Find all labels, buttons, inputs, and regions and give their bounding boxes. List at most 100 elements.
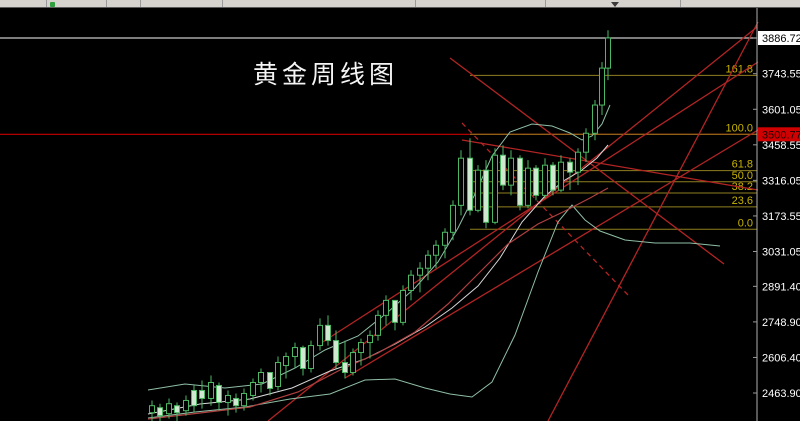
candlestick: [166, 403, 172, 415]
price-axis-label: 3316.05: [762, 175, 800, 187]
candlestick: [375, 314, 381, 336]
price-flag-label: 3886.72: [762, 33, 800, 45]
candlestick: [525, 167, 531, 206]
trend-line: [449, 57, 725, 265]
fib-label: 23.6: [732, 195, 753, 207]
trend-line: [547, 21, 759, 421]
candlestick: [233, 397, 239, 407]
chart-dropdown-arrow-icon[interactable]: [611, 2, 619, 7]
price-flag: [758, 127, 800, 142]
candlestick: [275, 362, 281, 387]
candlestick: [475, 169, 481, 211]
price-axis-label: 3601.05: [762, 104, 800, 116]
candlestick: [258, 372, 264, 383]
price-axis-label: 2606.40: [762, 352, 800, 364]
candlestick: [425, 254, 431, 269]
price-axis-label: 3031.05: [762, 246, 800, 258]
indicator-dot-icon[interactable]: [50, 2, 55, 7]
candlestick: [241, 392, 247, 407]
candlestick: [417, 267, 423, 276]
candlestick: [442, 231, 448, 246]
candlestick: [157, 407, 163, 417]
toolbar-separator: [140, 0, 141, 7]
bb_upper-line: [147, 104, 611, 391]
candlestick: [149, 405, 155, 414]
candlestick: [542, 164, 548, 196]
candlestick: [283, 356, 289, 367]
toolbar-separator: [545, 0, 546, 7]
candlestick: [174, 405, 180, 414]
candlestick: [575, 151, 581, 173]
candlestick: [517, 157, 523, 206]
candlestick: [300, 347, 306, 370]
candlestick: [605, 37, 611, 69]
price-axis-label: 2463.90: [762, 388, 800, 400]
chart-area[interactable]: 161.8100.061.850.038.223.60.03886.723743…: [0, 7, 800, 421]
candlestick: [199, 389, 205, 399]
candlestick: [400, 289, 406, 323]
fib-label: 0.0: [738, 217, 753, 229]
candlestick: [350, 352, 356, 374]
fib-label: 100.0: [725, 122, 753, 134]
toolbar[interactable]: [0, 0, 800, 8]
candlestick: [500, 154, 506, 186]
candlestick: [292, 347, 298, 358]
bb_lower-line: [147, 204, 721, 419]
toolbar-separator: [415, 0, 416, 7]
trend-line: [461, 139, 759, 191]
price-axis-label: 3173.55: [762, 211, 800, 223]
candlestick: [392, 299, 398, 323]
candlestick: [567, 161, 573, 173]
trend-line: [267, 26, 758, 421]
candlestick: [367, 334, 373, 344]
price-axis-label: 2891.40: [762, 281, 800, 293]
candlestick: [408, 274, 414, 291]
candlestick: [358, 342, 364, 354]
candlestick: [225, 394, 231, 403]
toolbar-separator: [222, 0, 223, 7]
chart-title: 黄金周线图: [253, 60, 399, 89]
candlestick: [592, 104, 598, 134]
fib-label: 61.8: [732, 159, 753, 171]
ma_red-line: [147, 187, 609, 420]
candlestick: [467, 157, 473, 211]
candlestick: [433, 244, 439, 256]
candlestick: [208, 381, 214, 399]
candlestick: [183, 399, 189, 412]
price-flag: [758, 31, 800, 45]
candlestick: [492, 154, 498, 223]
trend-line: [344, 129, 759, 379]
candlestick: [216, 384, 222, 403]
candlestick: [267, 372, 273, 389]
candlestick: [317, 324, 323, 347]
candlestick: [383, 299, 389, 316]
fib-label: 50.0: [732, 170, 753, 182]
toolbar-separator: [46, 0, 47, 7]
price-axis-label: 3458.55: [762, 140, 800, 152]
candlestick: [583, 132, 589, 153]
price-axis-label: 3743.55: [762, 69, 800, 81]
trend-line: [461, 122, 629, 296]
toolbar-separator: [680, 0, 681, 7]
candlestick: [325, 324, 331, 342]
bb_mid-line: [147, 144, 609, 415]
price-axis-label: 2748.90: [762, 317, 800, 329]
candlestick: [558, 161, 564, 191]
candlestick: [450, 204, 456, 233]
price-flag-label: 3500.77: [762, 129, 800, 141]
toolbar-separator: [106, 0, 107, 7]
fib-label: 161.8: [725, 63, 753, 75]
candlestick: [508, 157, 514, 186]
candlestick: [483, 169, 489, 223]
candlestick: [191, 389, 197, 407]
candlestick: [533, 167, 539, 196]
candlestick: [599, 67, 605, 106]
candlestick: [458, 157, 464, 206]
candlestick: [308, 345, 314, 370]
candlestick-chart-canvas[interactable]: 161.8100.061.850.038.223.60.03886.723743…: [0, 7, 800, 421]
candlestick: [342, 362, 348, 374]
candlestick: [333, 340, 339, 364]
candlestick: [550, 164, 556, 191]
candlestick: [250, 381, 256, 396]
